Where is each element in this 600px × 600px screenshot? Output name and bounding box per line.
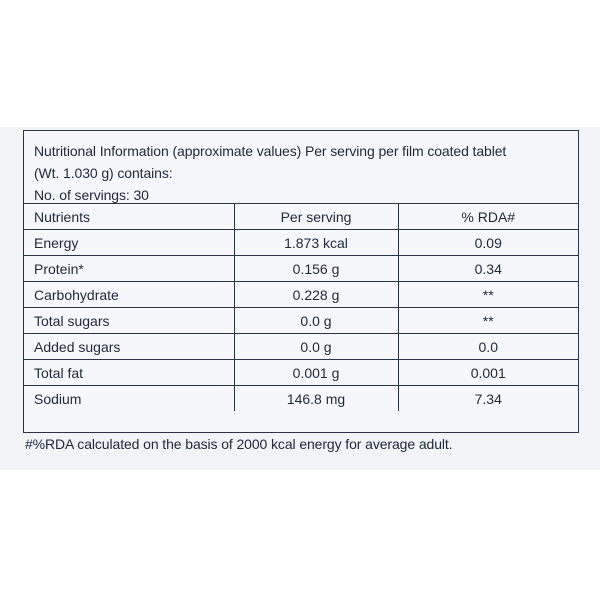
table-row: Carbohydrate 0.228 g ** <box>24 281 578 308</box>
nutrition-table: Nutrients Per serving % RDA# Energy 1.87… <box>24 204 578 411</box>
header-per-serving: Per serving <box>234 204 399 230</box>
per-serving-value: 1.873 kcal <box>234 229 399 256</box>
per-serving-value: 0.0 g <box>234 307 399 334</box>
per-serving-value: 0.228 g <box>234 281 399 308</box>
table-row: Total sugars 0.0 g ** <box>24 307 578 334</box>
table-row: Added sugars 0.0 g 0.0 <box>24 333 578 360</box>
nutrient-name: Energy <box>24 229 235 256</box>
nutrient-name: Carbohydrate <box>24 281 235 308</box>
nutrient-name: Sodium <box>24 385 235 411</box>
table-row: Protein* 0.156 g 0.34 <box>24 255 578 282</box>
header-nutrients: Nutrients <box>24 204 235 230</box>
per-serving-value: 0.001 g <box>234 359 399 386</box>
nutrient-name: Total sugars <box>24 307 235 334</box>
rda-value: 0.001 <box>398 359 578 386</box>
table-row: Energy 1.873 kcal 0.09 <box>24 229 578 256</box>
nutrient-name: Total fat <box>24 359 235 386</box>
table-row: Total fat 0.001 g 0.001 <box>24 359 578 386</box>
table-row: Sodium 146.8 mg 7.34 <box>24 385 578 411</box>
nutrition-label: Nutritional Information (approximate val… <box>23 130 579 433</box>
intro-line-3: No. of servings: 30 <box>34 187 149 203</box>
rda-value: ** <box>398 307 578 334</box>
label-intro: Nutritional Information (approximate val… <box>24 131 578 204</box>
nutrient-name: Added sugars <box>24 333 235 360</box>
per-serving-value: 146.8 mg <box>234 385 399 411</box>
rda-footnote: #%RDA calculated on the basis of 2000 kc… <box>25 436 453 452</box>
intro-line-1: Nutritional Information (approximate val… <box>34 143 507 159</box>
rda-value: 7.34 <box>474 390 502 407</box>
rda-value: 0.0 <box>398 333 578 360</box>
rda-value: ** <box>398 281 578 308</box>
header-rda: % RDA# <box>398 204 578 230</box>
rda-value: 0.09 <box>398 229 578 256</box>
per-serving-value: 0.156 g <box>234 255 399 282</box>
rda-value: 0.34 <box>398 255 578 282</box>
nutrient-name: Protein* <box>24 255 235 282</box>
table-header-row: Nutrients Per serving % RDA# <box>24 204 578 230</box>
per-serving-value: 0.0 g <box>234 333 399 360</box>
intro-line-2: (Wt. 1.030 g) contains: <box>34 165 173 181</box>
